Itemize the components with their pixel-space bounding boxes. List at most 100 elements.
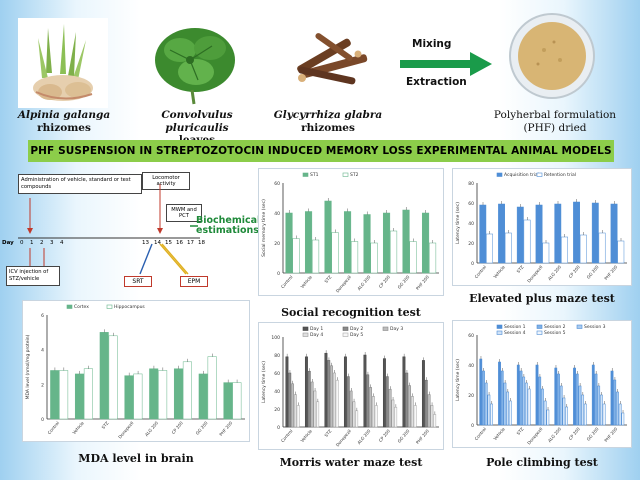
mda-chart: 0 2 4 6 MDA level (nmol/mg protein) Cortex Hip…	[25, 304, 245, 440]
y-tick-label: 2	[41, 382, 44, 388]
bar	[149, 368, 159, 420]
x-tick-label: CP 200	[171, 420, 185, 435]
bar	[413, 405, 417, 428]
admin-box: Administration of vehicle, standard or t…	[18, 174, 142, 194]
bar	[382, 358, 386, 428]
product-label: Polyherbal formulation (PHF) dried	[490, 109, 620, 134]
bar	[424, 379, 428, 428]
mda-caption: MDA level in brain	[78, 452, 194, 465]
bar	[591, 364, 595, 426]
legend-swatch	[302, 326, 309, 331]
x-tick-label: Control	[280, 274, 294, 289]
bar	[312, 239, 320, 274]
y-tick-label: 0	[41, 417, 44, 423]
legend-label: Cortex	[74, 304, 89, 310]
bar	[330, 365, 334, 428]
bar	[621, 412, 625, 426]
y-tick-label: 60	[468, 201, 474, 207]
bar	[324, 352, 328, 428]
bar	[59, 370, 69, 420]
extraction-label: Extraction	[406, 76, 467, 88]
timeline-line	[18, 184, 200, 275]
bar	[355, 410, 359, 428]
x-tick-label: ALG 200	[144, 420, 159, 437]
bar	[351, 241, 359, 274]
bar	[182, 361, 192, 420]
biochem-label: Biochemical estimations	[196, 215, 261, 237]
legend-swatch	[496, 172, 503, 177]
bar	[198, 373, 208, 420]
locomotor-box: Locomotor activity	[142, 172, 190, 190]
bar	[508, 400, 512, 426]
x-tick-label: PHF 200	[218, 420, 233, 437]
bar	[591, 202, 599, 264]
legend-swatch	[302, 332, 309, 337]
mixing-label: Mixing	[412, 38, 452, 50]
x-tick-label: Donepezil	[117, 420, 134, 439]
plant-label-3: Glycyrrhiza glabra rhizomes	[272, 109, 384, 134]
legend-label: Day 3	[390, 326, 403, 332]
bar	[313, 390, 317, 428]
legend-swatch	[342, 326, 349, 331]
bar	[335, 379, 339, 428]
bar	[565, 406, 568, 426]
bar	[479, 204, 487, 264]
bar	[522, 376, 526, 426]
y-tick-label: 0	[471, 423, 474, 429]
bar	[559, 385, 563, 426]
y-tick-label: 6	[41, 313, 44, 319]
x-tick-label: PHF 200	[415, 428, 430, 445]
legend-label: ST2	[350, 172, 359, 178]
bar	[599, 394, 603, 426]
pole-caption: Pole climbing test	[486, 456, 598, 469]
legend-label: Day 5	[350, 332, 363, 338]
y-tick-label: 0	[277, 425, 280, 431]
legend-swatch	[576, 324, 583, 329]
bar	[617, 240, 625, 264]
legend-swatch	[536, 324, 543, 329]
elevated-plus-maze-panel: 0 20 40 60 80 Latency time (sec) Acquisition t…	[452, 168, 632, 286]
bar	[524, 382, 528, 426]
product-line-1: Polyherbal formulation	[493, 109, 617, 121]
bar	[304, 356, 308, 428]
y-axis-label: Latency time (sec)	[455, 202, 461, 244]
y-tick-label: 4	[41, 348, 44, 354]
plant-name: Convolvulus pluricaulis	[161, 109, 233, 134]
convolvulus-pluricaulis-image	[155, 28, 235, 105]
x-tick-label: STZ	[323, 428, 332, 438]
plant-name: Glycyrrhiza glabra	[273, 109, 383, 121]
legend-label: Session 3	[584, 324, 606, 330]
day-tick: 17	[187, 240, 194, 246]
bar	[575, 373, 579, 426]
bar	[391, 399, 395, 428]
bar	[535, 364, 539, 426]
elevated-plus-maze-chart: 0 20 40 60 80 Latency time (sec) Acquisition t…	[455, 172, 627, 284]
social-caption: Social recognition test	[281, 306, 421, 319]
legend-label: Day 1	[310, 326, 323, 332]
bar	[616, 391, 619, 426]
bar	[99, 332, 109, 420]
legend-swatch	[536, 172, 543, 177]
bar	[292, 238, 300, 274]
srt-box: SRT	[124, 276, 152, 287]
bar	[482, 370, 485, 426]
day-tick: 13	[142, 240, 149, 246]
timeline-panel: Administration of vehicle, standard or t…	[0, 168, 261, 296]
bar	[349, 390, 353, 428]
bar	[332, 372, 336, 428]
x-tick-label: Control	[280, 428, 294, 443]
bar	[408, 385, 412, 428]
bar	[487, 394, 491, 426]
bar	[385, 376, 389, 428]
glycyrrhiza-glabra-image	[297, 33, 368, 85]
morris-water-maze-panel: 0 20 40 60 80 100 Latency time (sec) Day 1 Day 2…	[258, 322, 444, 450]
x-tick-label: PHF 200	[415, 274, 430, 291]
y-tick-label: 100	[271, 335, 280, 341]
bar	[613, 379, 617, 426]
day-tick: 1	[30, 240, 34, 246]
bar	[285, 212, 293, 274]
y-tick-label: 20	[274, 241, 280, 247]
x-tick-label: STZ	[101, 420, 110, 430]
bar	[402, 356, 406, 428]
